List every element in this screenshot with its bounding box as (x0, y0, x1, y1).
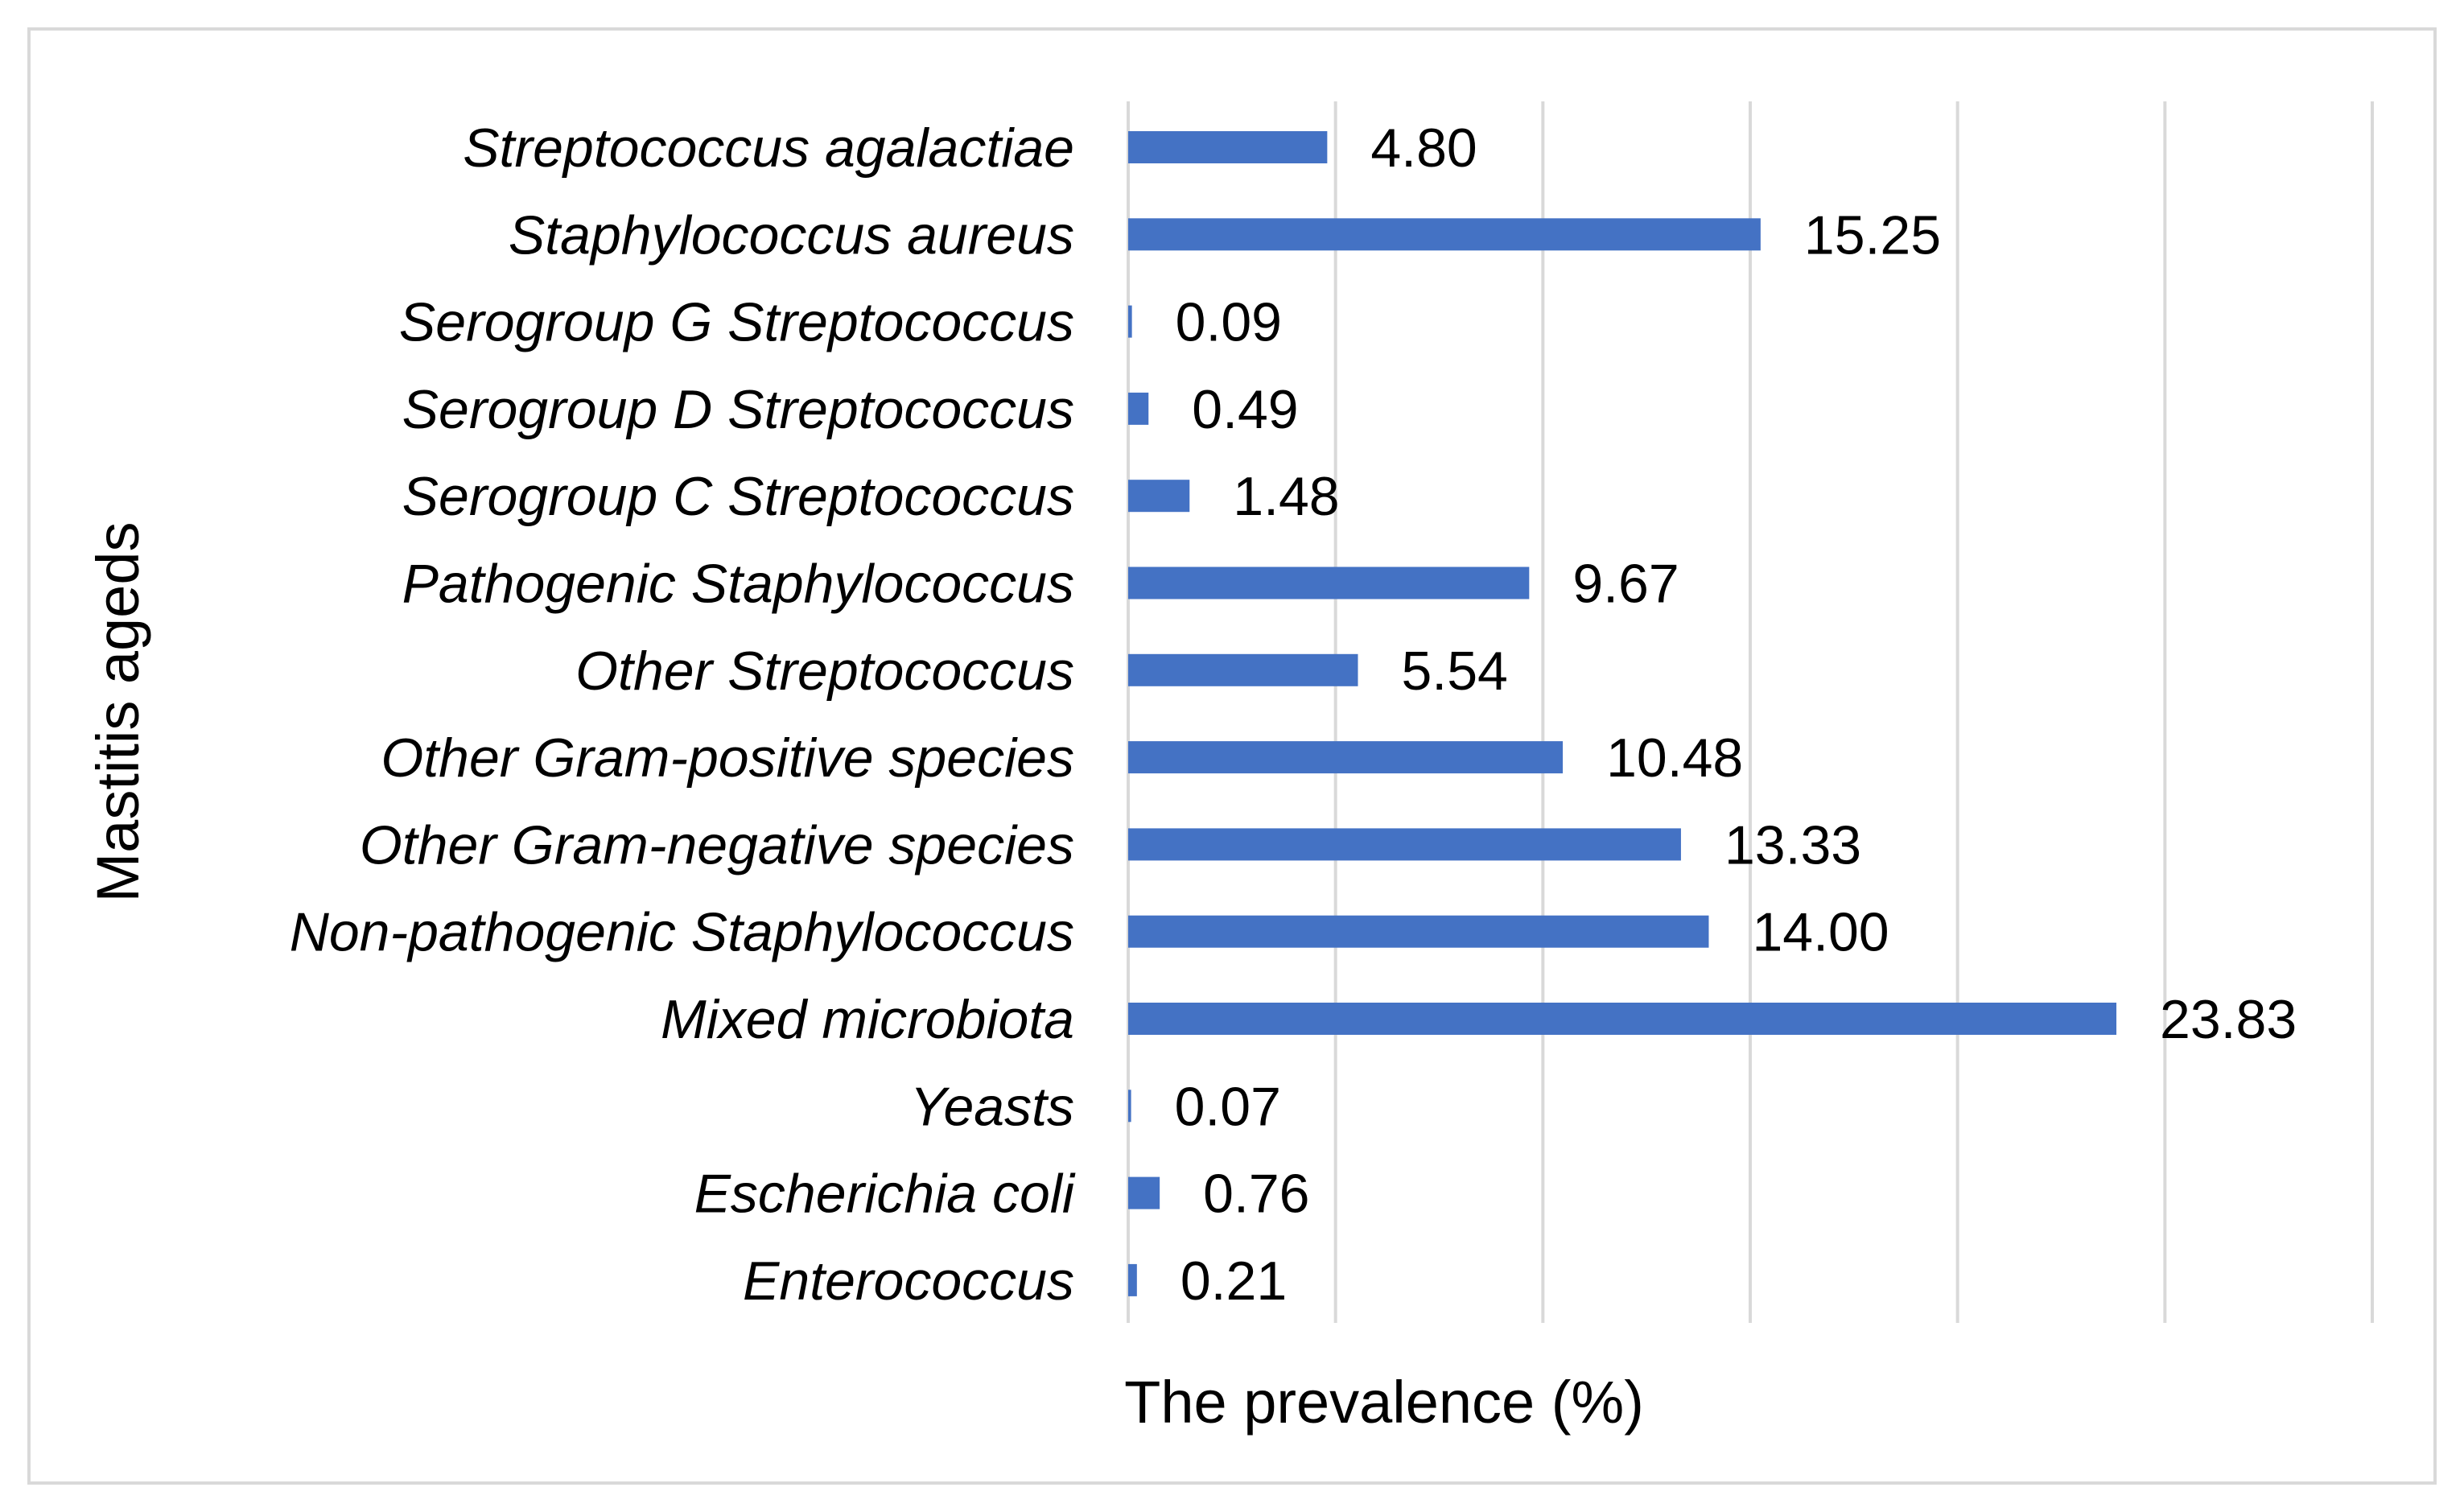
value-label-non-pathogenic-staphylococcus: 14.00 (1752, 902, 1889, 963)
y-axis-title: Mastitis ageds (84, 522, 151, 903)
value-label-escherichia-coli: 0.76 (1203, 1164, 1309, 1225)
value-label-serogroup-c-streptococcus: 1.48 (1233, 466, 1339, 527)
x-axis-title: The prevalence (%) (1124, 1369, 1644, 1436)
value-label-streptococcus-agalactiae: 4.80 (1370, 117, 1477, 179)
value-labels: 4.80 15.25 0.09 0.49 1.48 9.67 5.54 10.48 13.33 1… (1175, 117, 2297, 1312)
category-label-serogroup-c-streptococcus: Serogroup C Streptococcus (402, 466, 1074, 527)
category-label-enterococcus: Enterococcus (743, 1250, 1074, 1312)
bar-staphylococcus-aureus (1128, 218, 1761, 251)
value-label-yeasts: 0.07 (1175, 1076, 1281, 1137)
bar-escherichia-coli (1128, 1176, 1160, 1209)
bar-serogroup-g-streptococcus (1128, 305, 1132, 338)
category-label-other-gram-positive-species: Other Gram-positive species (381, 727, 1074, 789)
bar-serogroup-c-streptococcus (1128, 480, 1190, 513)
value-label-serogroup-g-streptococcus: 0.09 (1176, 292, 1282, 353)
category-label-other-gram-negative-species: Other Gram-negative species (360, 814, 1074, 875)
bar-pathogenic-staphylococcus (1128, 566, 1530, 599)
bar-other-gram-positive-species (1128, 741, 1564, 774)
bar-enterococcus (1128, 1263, 1137, 1296)
category-label-serogroup-g-streptococcus: Serogroup G Streptococcus (399, 292, 1074, 353)
value-label-other-gram-positive-species: 10.48 (1606, 727, 1743, 789)
category-label-pathogenic-staphylococcus: Pathogenic Staphylococcus (402, 554, 1074, 615)
category-label-mixed-microbiota: Mixed microbiota (661, 989, 1074, 1050)
category-label-serogroup-d-streptococcus: Serogroup D Streptococcus (402, 379, 1074, 440)
value-label-serogroup-d-streptococcus: 0.49 (1192, 379, 1298, 440)
bar-other-streptococcus (1128, 653, 1358, 686)
bar-non-pathogenic-staphylococcus (1128, 915, 1709, 948)
category-label-non-pathogenic-staphylococcus: Non-pathogenic Staphylococcus (290, 902, 1074, 963)
bar-streptococcus-agalactiae (1128, 131, 1328, 163)
category-label-escherichia-coli: Escherichia coli (694, 1164, 1076, 1225)
bar-other-gram-negative-species (1128, 828, 1681, 861)
value-label-enterococcus: 0.21 (1180, 1250, 1287, 1312)
category-label-other-streptococcus: Other Streptococcus (575, 641, 1074, 702)
category-label-staphylococcus-aureus: Staphylococcus aureus (509, 204, 1074, 266)
value-label-other-streptococcus: 5.54 (1401, 641, 1507, 702)
value-label-mixed-microbiota: 23.83 (2160, 989, 2297, 1050)
bar-mixed-microbiota (1128, 1003, 2117, 1035)
category-label-yeasts: Yeasts (910, 1076, 1074, 1137)
category-labels: Streptococcus agalactiae Staphylococcus a… (290, 117, 1076, 1312)
value-label-other-gram-negative-species: 13.33 (1724, 814, 1861, 875)
value-label-pathogenic-staphylococcus: 9.67 (1572, 554, 1679, 615)
gridlines (1127, 101, 2374, 1323)
bar-yeasts (1128, 1090, 1131, 1123)
bar-serogroup-d-streptococcus (1128, 392, 1149, 425)
category-label-streptococcus-agalactiae: Streptococcus agalactiae (463, 117, 1074, 179)
bars (1128, 131, 2117, 1296)
value-label-staphylococcus-aureus: 15.25 (1804, 204, 1941, 266)
